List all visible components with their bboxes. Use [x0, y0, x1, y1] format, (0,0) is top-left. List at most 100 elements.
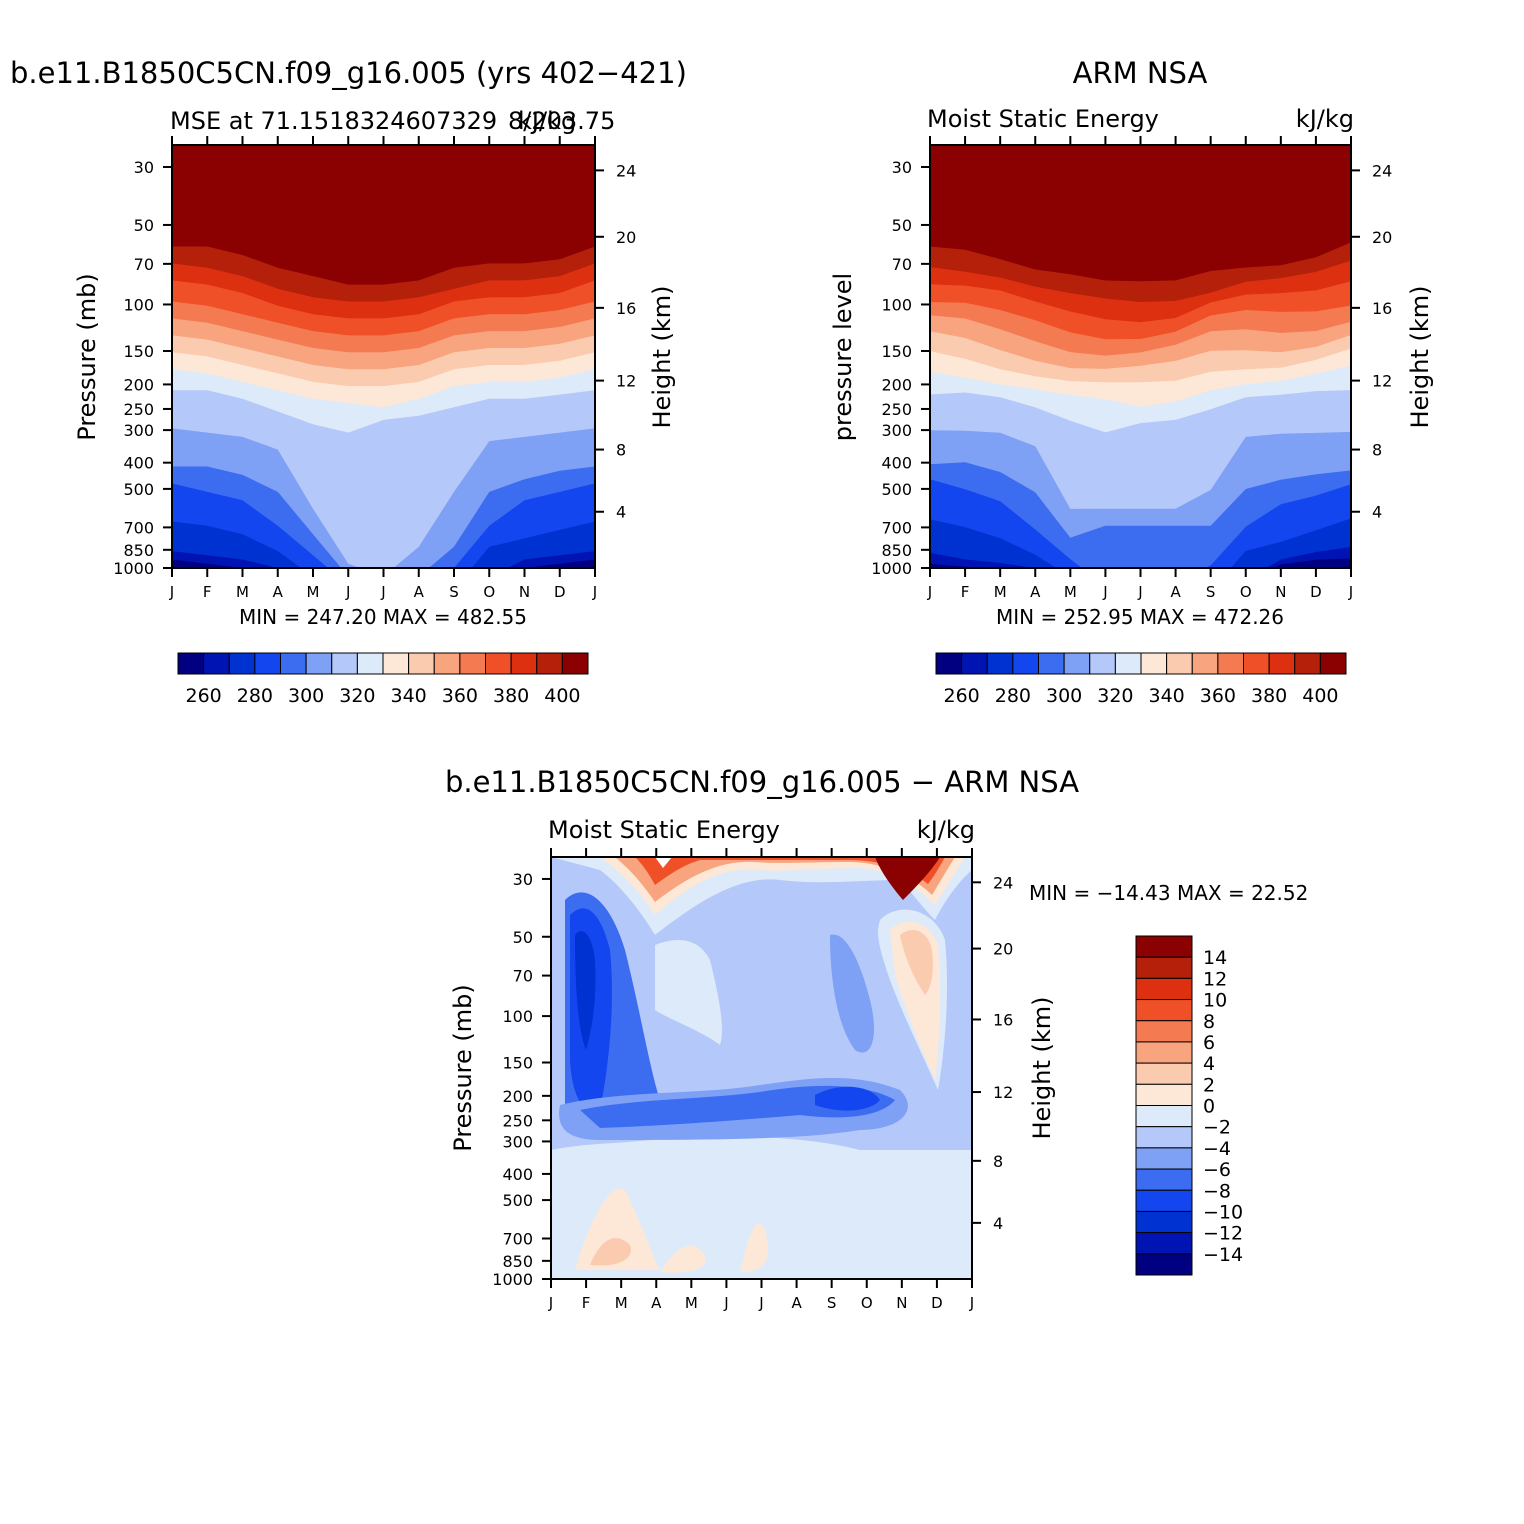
colorbar-swatch: [1135, 1062, 1193, 1085]
x-tick-label: J: [758, 1294, 763, 1312]
diff-units: kJ/kg: [917, 816, 975, 844]
colorbar-swatch: [1089, 652, 1116, 675]
x-tick-label: M: [685, 1294, 698, 1312]
y-tick-label: 30: [134, 158, 154, 177]
colorbar-label: 400: [1302, 685, 1338, 707]
x-tick-label: D: [931, 1294, 943, 1312]
y-tick-label: 1000: [492, 1270, 533, 1289]
y-tick-label: 70: [513, 967, 533, 986]
colorbar-swatch: [1191, 652, 1219, 675]
model-minmax: MIN = 247.20 MAX = 482.55: [239, 605, 527, 629]
y-tick-label: 850: [123, 541, 154, 560]
colorbar-label: 360: [1200, 685, 1236, 707]
colorbar-swatch: [408, 652, 435, 675]
x-tick-label: J: [380, 583, 385, 601]
colorbar-label: 2: [1203, 1074, 1215, 1096]
colorbar-label: 320: [339, 685, 375, 707]
y2-tick-label: 16: [993, 1010, 1013, 1029]
y-tick-label: 250: [881, 400, 912, 419]
colorbar-swatch: [305, 652, 333, 675]
colorbar-swatch: [510, 652, 538, 675]
contour-region: [815, 1086, 880, 1111]
colorbar-label: 14: [1203, 947, 1227, 969]
y-tick-label: 300: [123, 421, 154, 440]
colorbar-swatch: [485, 652, 512, 675]
colorbar-swatch: [1243, 652, 1270, 675]
y-tick-label: 250: [123, 400, 154, 419]
colorbar-swatch: [1135, 999, 1193, 1022]
x-tick-label: S: [827, 1294, 837, 1312]
contour-band: [172, 521, 595, 568]
x-tick-label: J: [969, 1294, 974, 1312]
y-tick-label: 300: [881, 421, 912, 440]
colorbar-swatch: [536, 652, 563, 675]
y-tick-label: 150: [502, 1054, 533, 1073]
colorbar-swatch: [961, 652, 988, 675]
colorbar-label: 380: [493, 685, 529, 707]
colorbar-swatch: [1135, 935, 1193, 958]
colorbar-swatch: [1135, 1210, 1193, 1234]
colorbar-swatch: [986, 652, 1014, 675]
colorbar-swatch: [280, 652, 307, 675]
y-tick-label: 400: [881, 454, 912, 473]
obs-contours: [930, 145, 1351, 568]
y-tick-label: 30: [513, 870, 533, 889]
colorbar-swatch: [459, 652, 486, 675]
x-tick-label: A: [414, 583, 425, 601]
colorbar-label: 8: [1203, 1011, 1215, 1033]
colorbar-label: 4: [1203, 1053, 1215, 1075]
colorbar-label: 340: [1148, 685, 1184, 707]
y2-tick-label: 24: [993, 873, 1013, 892]
colorbar-label: 320: [1097, 685, 1133, 707]
x-tick-label: O: [1240, 583, 1252, 601]
y-tick-label: 200: [502, 1087, 533, 1106]
y-tick-label: 300: [502, 1132, 533, 1151]
y2-tick-label: 4: [1372, 503, 1382, 522]
y-tick-label: 50: [134, 216, 154, 235]
y-tick-label: 250: [502, 1111, 533, 1130]
x-tick-label: M: [615, 1294, 628, 1312]
colorbar-swatch: [1135, 1147, 1193, 1170]
y-tick-label: 150: [881, 342, 912, 361]
y-tick-label: 700: [123, 518, 154, 537]
model-contours: [172, 145, 595, 568]
y2-tick-label: 12: [1372, 372, 1392, 391]
contour-band: [930, 518, 1351, 568]
y-tick-label: 30: [892, 158, 912, 177]
model-panel: b.e11.B1850C5CN.f09_g16.005 (yrs 402−421…: [10, 56, 687, 707]
colorbar-swatch: [1135, 1083, 1193, 1106]
obs-y2label: Height (km): [1406, 286, 1434, 429]
colorbar-label: 0: [1203, 1096, 1215, 1118]
colorbar-swatch: [382, 652, 410, 675]
colorbar-label: 10: [1203, 990, 1227, 1012]
x-tick-label: N: [1275, 583, 1286, 601]
y-tick-label: 850: [881, 541, 912, 560]
x-tick-label: O: [861, 1294, 873, 1312]
y-tick-label: 200: [123, 375, 154, 394]
x-tick-label: A: [1170, 583, 1181, 601]
contour-region: [830, 934, 875, 1053]
contour-region: [575, 931, 596, 1050]
model-left-title: MSE at 71.1518324607329: [170, 107, 497, 135]
y-tick-label: 500: [123, 480, 154, 499]
x-tick-label: S: [449, 583, 459, 601]
y2-tick-label: 24: [616, 161, 636, 180]
y2-tick-label: 20: [993, 940, 1013, 959]
colorbar-label: −4: [1203, 1138, 1231, 1160]
colorbar-label: 360: [442, 685, 478, 707]
colorbar-label: 340: [390, 685, 426, 707]
x-tick-label: D: [1310, 583, 1322, 601]
y-tick-label: 500: [502, 1191, 533, 1210]
colorbar-label: 300: [1046, 685, 1082, 707]
colorbar-swatch: [1166, 652, 1193, 675]
model-y2label: Height (km): [648, 286, 676, 429]
contour-region: [740, 1223, 769, 1272]
colorbar-swatch: [1140, 652, 1168, 675]
contour-region: [660, 1245, 706, 1273]
x-tick-label: N: [519, 583, 530, 601]
y-tick-label: 70: [134, 255, 154, 274]
colorbar-swatch: [1135, 977, 1193, 1001]
diff-minmax: MIN = −14.43 MAX = 22.52: [1029, 881, 1308, 905]
model-colorbar: 260 280 300 320 340 360 380 400: [177, 652, 589, 707]
